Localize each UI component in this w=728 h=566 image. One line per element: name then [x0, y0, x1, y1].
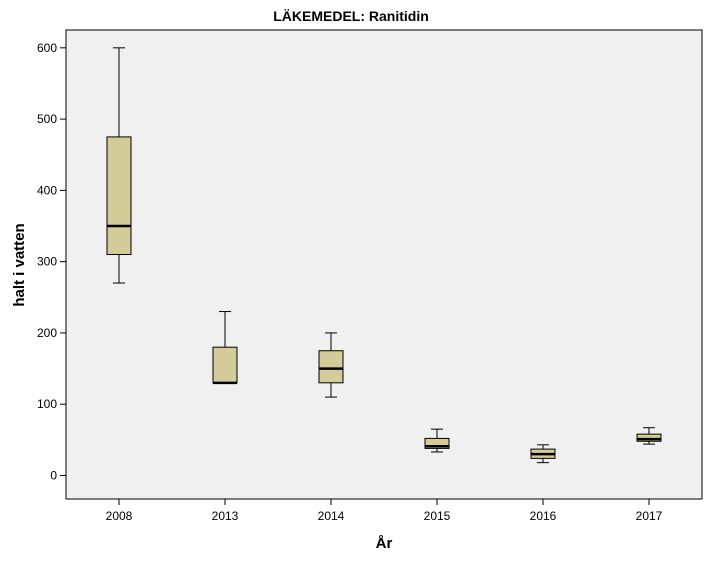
- y-tick-label-600: 600: [37, 41, 57, 55]
- boxplot-series: [106, 47, 662, 464]
- plot-area: [65, 29, 703, 500]
- box-2015: [424, 428, 450, 453]
- y-tick-label-0: 0: [50, 468, 57, 482]
- iqr-box: [636, 433, 662, 442]
- box-2016: [530, 444, 556, 464]
- iqr-box: [424, 437, 450, 449]
- box-2013: [212, 311, 238, 385]
- x-tick-label-2017: 2017: [636, 509, 663, 523]
- y-axis: 0 100 200 300 400 500 600: [37, 41, 66, 482]
- y-tick-label-200: 200: [37, 326, 57, 340]
- x-tick-label-2008: 2008: [106, 509, 133, 523]
- iqr-box: [318, 350, 344, 384]
- box-2008: [106, 47, 132, 284]
- x-tick-label-2013: 2013: [212, 509, 239, 523]
- x-tick-label-2014: 2014: [318, 509, 345, 523]
- x-tick-label-2015: 2015: [424, 509, 451, 523]
- y-tick-label-300: 300: [37, 255, 57, 269]
- y-tick-label-400: 400: [37, 183, 57, 197]
- y-tick-label-500: 500: [37, 112, 57, 126]
- chart-title: LÄKEMEDEL: Ranitidin: [273, 8, 429, 24]
- iqr-box: [212, 346, 238, 384]
- y-tick-label-100: 100: [37, 397, 57, 411]
- box-2014: [318, 332, 344, 398]
- iqr-box: [106, 136, 132, 256]
- y-axis-title: halt i vatten: [11, 223, 28, 306]
- box-2017: [636, 427, 662, 445]
- x-tick-label-2016: 2016: [530, 509, 557, 523]
- x-axis-title: År: [376, 535, 393, 552]
- x-axis: 2008 2013 2014 2015 2016 2017: [106, 499, 663, 523]
